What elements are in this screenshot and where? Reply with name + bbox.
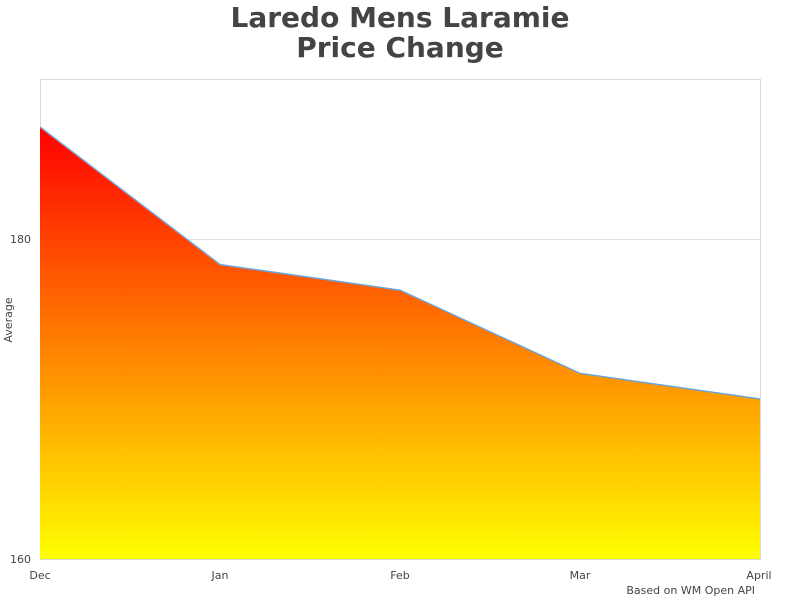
x-tick-label: Mar <box>570 569 591 582</box>
x-tick-label: Feb <box>390 569 409 582</box>
chart-title-line-1: Laredo Mens Laramie <box>230 1 570 34</box>
y-tick-label: 180 <box>10 233 31 246</box>
chart-title-line-2: Price Change <box>296 31 504 64</box>
x-tick-label: Jan <box>211 569 229 582</box>
x-axis-ticks: Dec Jan Feb Mar April <box>29 569 771 582</box>
y-axis-label: Average <box>2 297 15 342</box>
y-axis-ticks: 160 180 <box>10 233 31 566</box>
chart-title: Laredo Mens Laramie Price Change <box>0 0 800 63</box>
series-line <box>39 126 761 400</box>
area-series <box>40 127 760 559</box>
credit-text: Based on WM Open API <box>626 584 755 597</box>
y-tick-label: 160 <box>10 553 31 566</box>
x-tick-label: Dec <box>29 569 50 582</box>
x-tick-label: April <box>746 569 771 582</box>
